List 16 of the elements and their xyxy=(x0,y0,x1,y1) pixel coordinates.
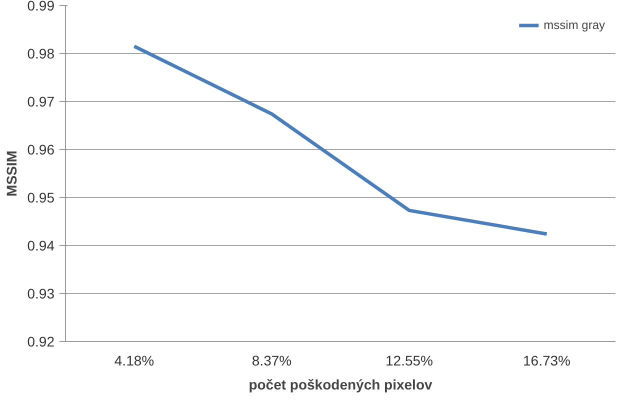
x-tick-label: 8.37% xyxy=(252,352,292,368)
y-tick-label: 0.94 xyxy=(27,238,55,254)
x-tick-label: 12.55% xyxy=(386,352,433,368)
legend-label: mssim gray xyxy=(544,18,605,32)
x-tick-label: 16.73% xyxy=(523,352,570,368)
y-tick-label: 0.97 xyxy=(27,94,55,110)
y-tick-label: 0.95 xyxy=(27,190,55,206)
y-tick-label: 0.96 xyxy=(27,142,55,158)
y-tick-label: 0.99 xyxy=(27,0,55,14)
y-axis-title: MSSIM xyxy=(3,150,20,196)
y-tick-label: 0.93 xyxy=(27,286,55,302)
line-series xyxy=(132,44,548,236)
x-axis-title: počet poškodených pixelov xyxy=(248,376,433,392)
y-tick-label: 0.98 xyxy=(27,46,55,62)
y-tick-label: 0.92 xyxy=(27,334,55,350)
x-tick-label: 4.18% xyxy=(114,352,154,368)
